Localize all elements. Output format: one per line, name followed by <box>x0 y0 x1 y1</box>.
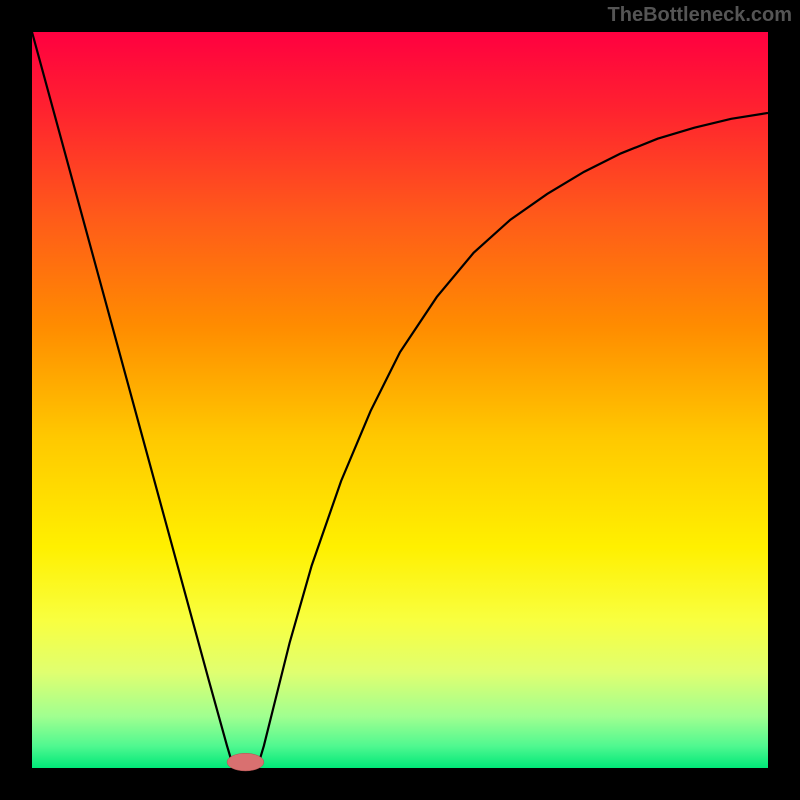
curve-left-branch <box>32 32 234 768</box>
chart-container: { "chart": { "type": "line", "canvas": {… <box>0 0 800 800</box>
plot-area <box>32 32 768 768</box>
bottleneck-curve <box>32 32 768 768</box>
curve-right-branch <box>257 113 768 768</box>
watermark-text: TheBottleneck.com <box>608 4 792 27</box>
minimum-marker <box>227 753 264 771</box>
